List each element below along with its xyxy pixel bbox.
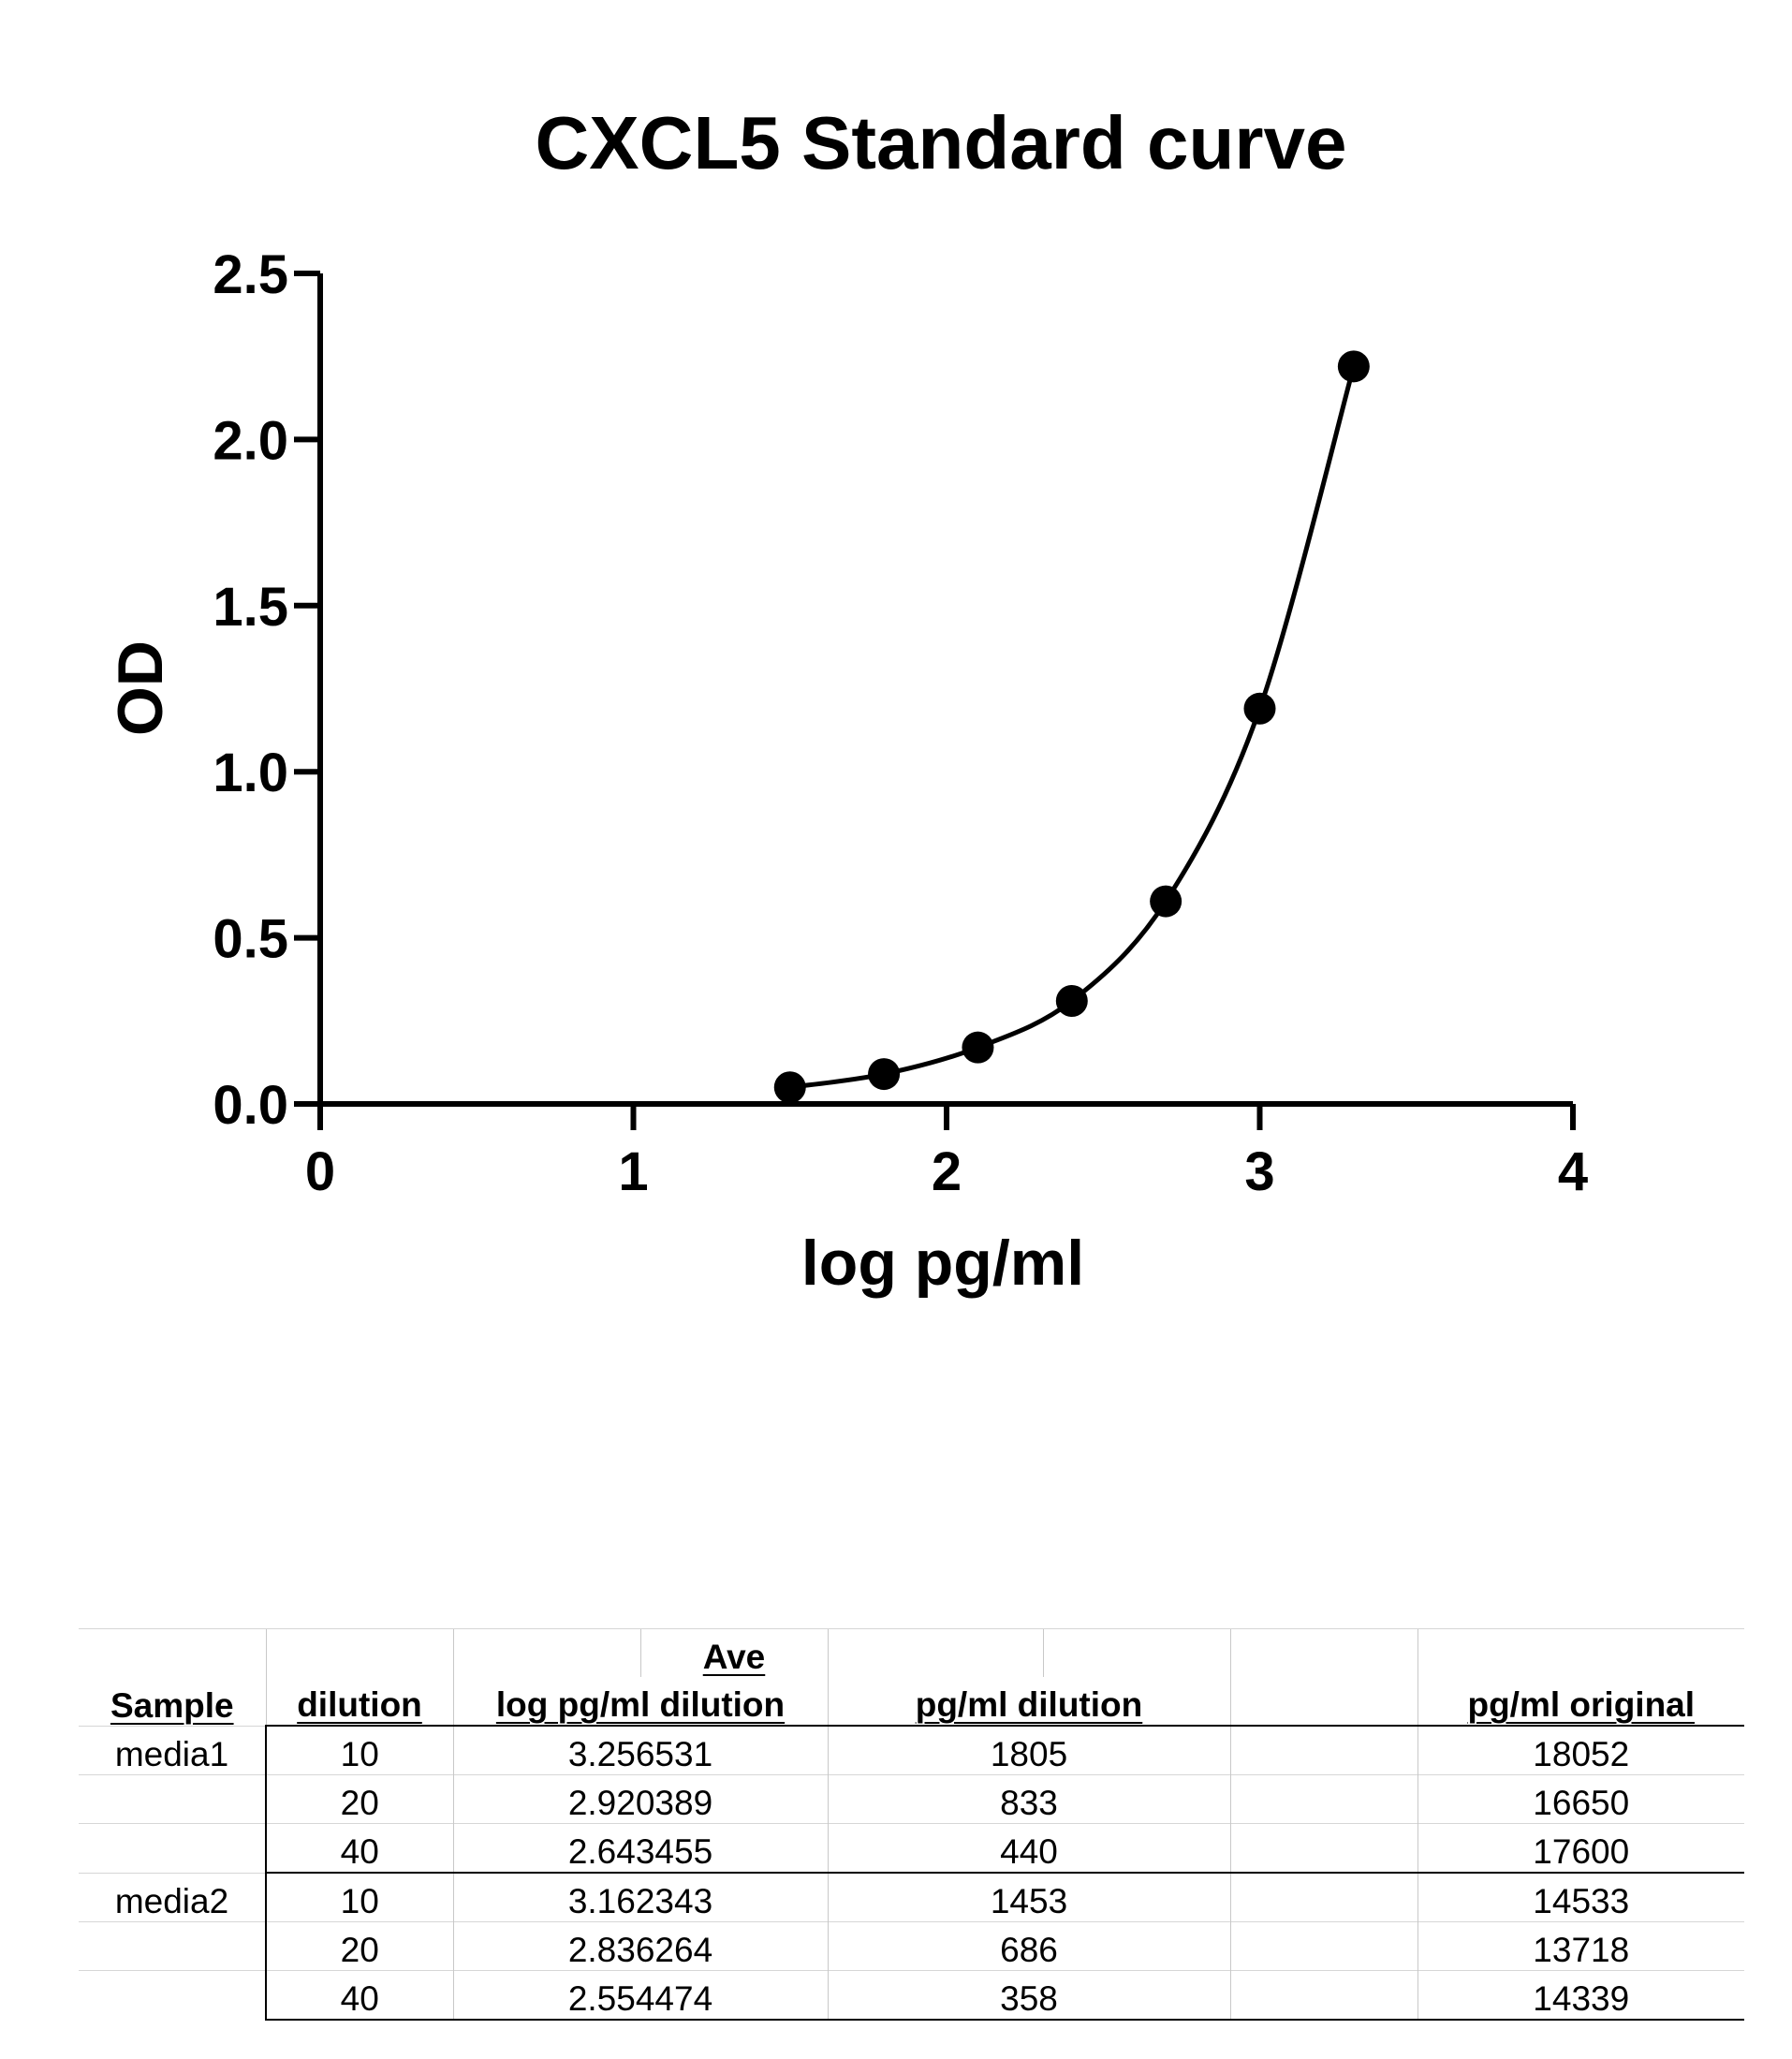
table-header-row: Sample dilution log pg/ml dilution pg/ml… [79, 1677, 1744, 1726]
table-row: media2 10 3.162343 1453 14533 [79, 1872, 1744, 1922]
table-row: 40 2.554474 358 14339 [79, 1970, 1744, 2021]
cell-log-dilution: 2.643455 [452, 1823, 828, 1873]
fit-curve [789, 365, 1357, 1090]
cell-log-dilution: 2.554474 [452, 1970, 828, 2021]
standard-curve-chart: CXCL5 Standard curve 0 1 2 3 4 0.0 0.5 1.0 1.5 2.… [105, 101, 1588, 1299]
header-ave: Ave [639, 1628, 828, 1677]
table-header-row-top: Ave [79, 1628, 1744, 1677]
cell-sample [79, 1823, 266, 1873]
data-point [868, 1058, 901, 1091]
cell-dilution: 40 [265, 1823, 453, 1873]
table-row: 20 2.836264 686 13718 [79, 1921, 1744, 1971]
cell-sample: media2 [79, 1872, 266, 1922]
x-tick-label: 3 [1244, 1141, 1274, 1202]
cell-pg-original: 14533 [1417, 1872, 1744, 1922]
cell-pg-original: 13718 [1417, 1921, 1744, 1971]
y-tick-label: 0.0 [213, 1075, 288, 1136]
cell-dilution: 40 [265, 1970, 453, 2021]
cell-dilution: 10 [265, 1725, 453, 1775]
cell-pg-dilution: 358 [827, 1970, 1230, 2021]
cell-sample [79, 1774, 266, 1824]
x-tick-label: 1 [618, 1141, 648, 1202]
data-point [773, 1071, 806, 1104]
data-point [962, 1031, 994, 1064]
cell-pg-original: 16650 [1417, 1774, 1744, 1824]
data-point [1150, 885, 1182, 918]
cell-dilution: 20 [265, 1774, 453, 1824]
data-point [1243, 692, 1276, 725]
header-log-dilution: log pg/ml dilution [452, 1677, 828, 1726]
data-points-layer [773, 350, 1370, 1104]
cell-pg-original: 14339 [1417, 1970, 1744, 2021]
data-point [1055, 985, 1088, 1018]
fit-curve-layer [789, 365, 1357, 1090]
results-table: Ave Sample dilution log pg/ml dilution p… [79, 1628, 1744, 2021]
cell-pg-dilution: 1453 [827, 1872, 1230, 1922]
x-tick-label: 4 [1558, 1141, 1588, 1202]
cell-sample [79, 1921, 266, 1971]
y-tick-label: 2.0 [213, 410, 288, 471]
header-sample: Sample [110, 1685, 234, 1725]
cell-sample [79, 1970, 266, 2020]
cell-pg-dilution: 1805 [827, 1725, 1230, 1775]
x-axis-title: log pg/ml [801, 1228, 1084, 1299]
header-pg-dilution: pg/ml dilution [827, 1677, 1230, 1726]
cell-pg-original: 17600 [1417, 1823, 1744, 1873]
cell-pg-dilution: 686 [827, 1921, 1230, 1971]
y-tick-label: 2.5 [213, 244, 288, 305]
cell-dilution: 10 [265, 1872, 453, 1922]
data-point [1337, 350, 1370, 383]
cell-dilution: 20 [265, 1921, 453, 1971]
x-tick-label: 0 [305, 1141, 335, 1202]
header-pg-original: pg/ml original [1417, 1677, 1744, 1726]
y-tick-label: 1.0 [213, 743, 288, 803]
y-tick-label: 0.5 [213, 909, 288, 970]
cell-pg-dilution: 440 [827, 1823, 1230, 1873]
y-tick-label: 1.5 [213, 577, 288, 638]
cell-pg-original: 18052 [1417, 1725, 1744, 1775]
y-axis-title: OD [105, 640, 176, 736]
cell-log-dilution: 2.920389 [452, 1774, 828, 1824]
cell-log-dilution: 2.836264 [452, 1921, 828, 1971]
x-tick-label: 2 [932, 1141, 962, 1202]
table-row: 20 2.920389 833 16650 [79, 1774, 1744, 1824]
cell-sample: media1 [79, 1725, 266, 1775]
cell-log-dilution: 3.256531 [452, 1725, 828, 1775]
chart-title: CXCL5 Standard curve [536, 101, 1347, 184]
chart-axes [317, 273, 1573, 1107]
chart-ticks: 0 1 2 3 4 0.0 0.5 1.0 1.5 2.0 2.5 [213, 244, 1588, 1202]
table-row: media1 10 3.256531 1805 18052 [79, 1725, 1744, 1775]
cell-log-dilution: 3.162343 [452, 1872, 828, 1922]
table-row: 40 2.643455 440 17600 [79, 1823, 1744, 1873]
cell-pg-dilution: 833 [827, 1774, 1230, 1824]
header-dilution: dilution [265, 1677, 453, 1726]
